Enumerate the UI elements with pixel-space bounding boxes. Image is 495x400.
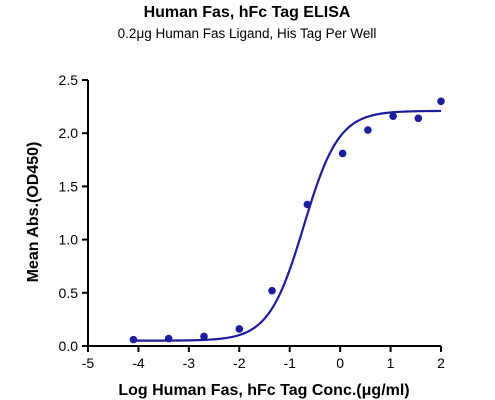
data-point [364, 126, 372, 134]
data-point [200, 332, 208, 341]
y-tick-label: 1.5 [59, 178, 79, 194]
y-tick-label: 2.5 [59, 72, 79, 88]
x-tick-label: -3 [183, 355, 196, 371]
x-tick-label: 2 [437, 355, 445, 371]
plot-area: -5 -4 -3 -2 -1 0 1 2 0.0 0.5 1.0 1.5 2.0 2.5 [59, 72, 446, 371]
data-point [129, 335, 138, 344]
x-axis-title: Log Human Fas, hFc Tag Conc.(μg/ml) [118, 382, 409, 399]
y-axis-title: Mean Abs.(OD450) [25, 142, 42, 283]
x-tick-label: 0 [336, 355, 344, 371]
y-tick-label: 0.0 [59, 338, 79, 354]
data-point [437, 97, 445, 106]
fit-curve [133, 109, 442, 342]
data-point [268, 286, 276, 295]
y-tick-label: 2.0 [59, 125, 79, 141]
x-tick-label: -2 [233, 355, 246, 371]
chart-title: Human Fas, hFc Tag ELISA [144, 4, 351, 21]
data-point [414, 114, 423, 123]
x-tick-label: -1 [283, 355, 296, 371]
data-point [338, 149, 347, 158]
data-point [303, 200, 312, 209]
data-point [389, 112, 397, 120]
x-tick-label: 1 [387, 355, 395, 371]
x-tick-label: -4 [132, 355, 145, 371]
y-tick-label: 1.0 [59, 232, 79, 248]
x-tick-label: -5 [82, 355, 95, 371]
data-point [164, 334, 173, 343]
data-point [235, 325, 244, 333]
chart-subtitle: 0.2μg Human Fas Ligand, His Tag Per Well [118, 26, 377, 41]
y-tick-label: 0.5 [59, 285, 79, 301]
